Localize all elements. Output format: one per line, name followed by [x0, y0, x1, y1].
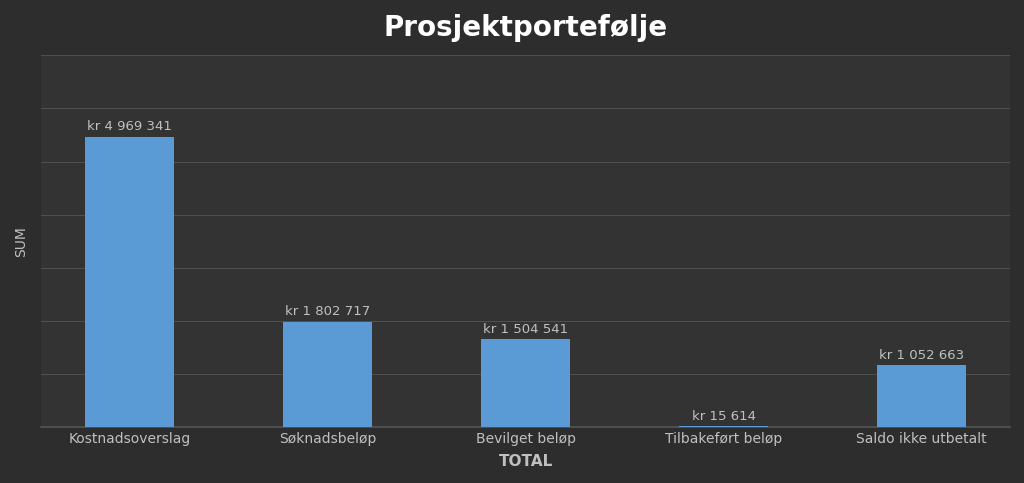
Text: kr 1 802 717: kr 1 802 717: [285, 305, 371, 318]
Text: kr 15 614: kr 15 614: [691, 410, 756, 423]
Bar: [283, 322, 372, 427]
Bar: [481, 339, 570, 427]
Y-axis label: SUM: SUM: [14, 226, 28, 256]
Bar: [679, 426, 768, 427]
X-axis label: TOTAL: TOTAL: [499, 454, 553, 469]
Text: kr 4 969 341: kr 4 969 341: [87, 120, 172, 133]
Text: kr 1 504 541: kr 1 504 541: [483, 323, 568, 336]
Bar: [85, 137, 174, 427]
Title: Prosjektportefølje: Prosjektportefølje: [384, 14, 668, 42]
Bar: [877, 366, 966, 427]
Text: kr 1 052 663: kr 1 052 663: [879, 349, 964, 362]
